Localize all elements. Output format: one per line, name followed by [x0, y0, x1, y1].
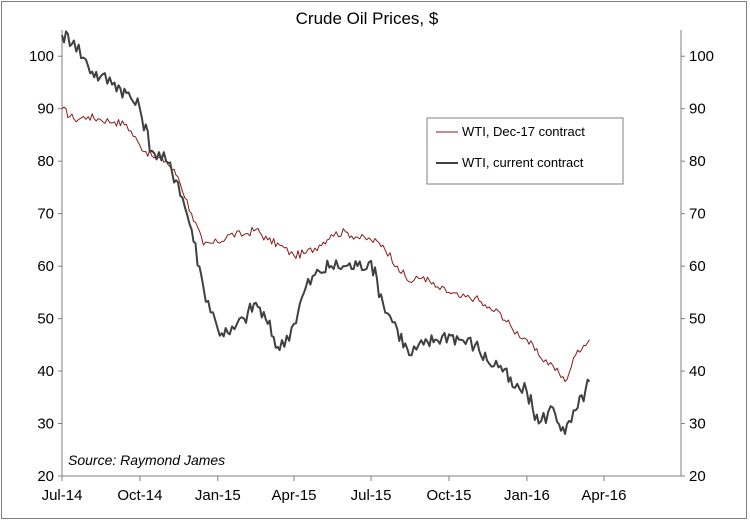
- y-tick-label-right: 50: [689, 311, 706, 328]
- y-tick-label-right: 90: [689, 101, 706, 118]
- y-tick-label-left: 80: [37, 153, 54, 170]
- y-tick-label-left: 20: [37, 468, 54, 485]
- legend: WTI, Dec-17 contract WTI, current contrac…: [426, 117, 624, 185]
- legend-label: WTI, current contract: [462, 155, 584, 170]
- y-tick-label-right: 100: [689, 48, 714, 65]
- source-note: Source: Raymond James: [68, 452, 225, 468]
- series-line-wti-current: [61, 30, 591, 435]
- chart-title: Crude Oil Prices, $: [296, 9, 439, 28]
- x-tick-label: Jul-15: [351, 487, 392, 504]
- x-tick-label: Apr-16: [581, 487, 626, 504]
- x-tick-label: Oct-15: [426, 487, 471, 504]
- y-tick-label-right: 20: [689, 468, 706, 485]
- y-tick-label-right: 70: [689, 206, 706, 223]
- y-tick-label-right: 40: [689, 363, 706, 380]
- x-tick-label: Jul-14: [42, 487, 83, 504]
- y-tick-label-left: 50: [37, 311, 54, 328]
- y-tick-label-left: 70: [37, 206, 54, 223]
- y-tick-label-left: 60: [37, 258, 54, 275]
- axes: 20 20 30 30 40 40 50 50 60 60 70 70 80 80 90 90 100 100 Ju…: [29, 30, 714, 504]
- x-tick-label: Jan-15: [195, 487, 241, 504]
- x-tick-label: Jan-16: [504, 487, 550, 504]
- x-tick-label: Oct-14: [117, 487, 162, 504]
- y-tick-label-left: 100: [29, 48, 54, 65]
- y-tick-label-left: 90: [37, 101, 54, 118]
- legend-label: WTI, Dec-17 contract: [462, 124, 585, 139]
- legend-box: [426, 117, 624, 185]
- y-tick-label-right: 60: [689, 258, 706, 275]
- x-tick-label: Apr-15: [272, 487, 317, 504]
- y-tick-label-right: 30: [689, 416, 706, 433]
- y-tick-label-left: 40: [37, 363, 54, 380]
- series-lines: [61, 30, 591, 435]
- y-tick-label-left: 30: [37, 416, 54, 433]
- y-tick-label-right: 80: [689, 153, 706, 170]
